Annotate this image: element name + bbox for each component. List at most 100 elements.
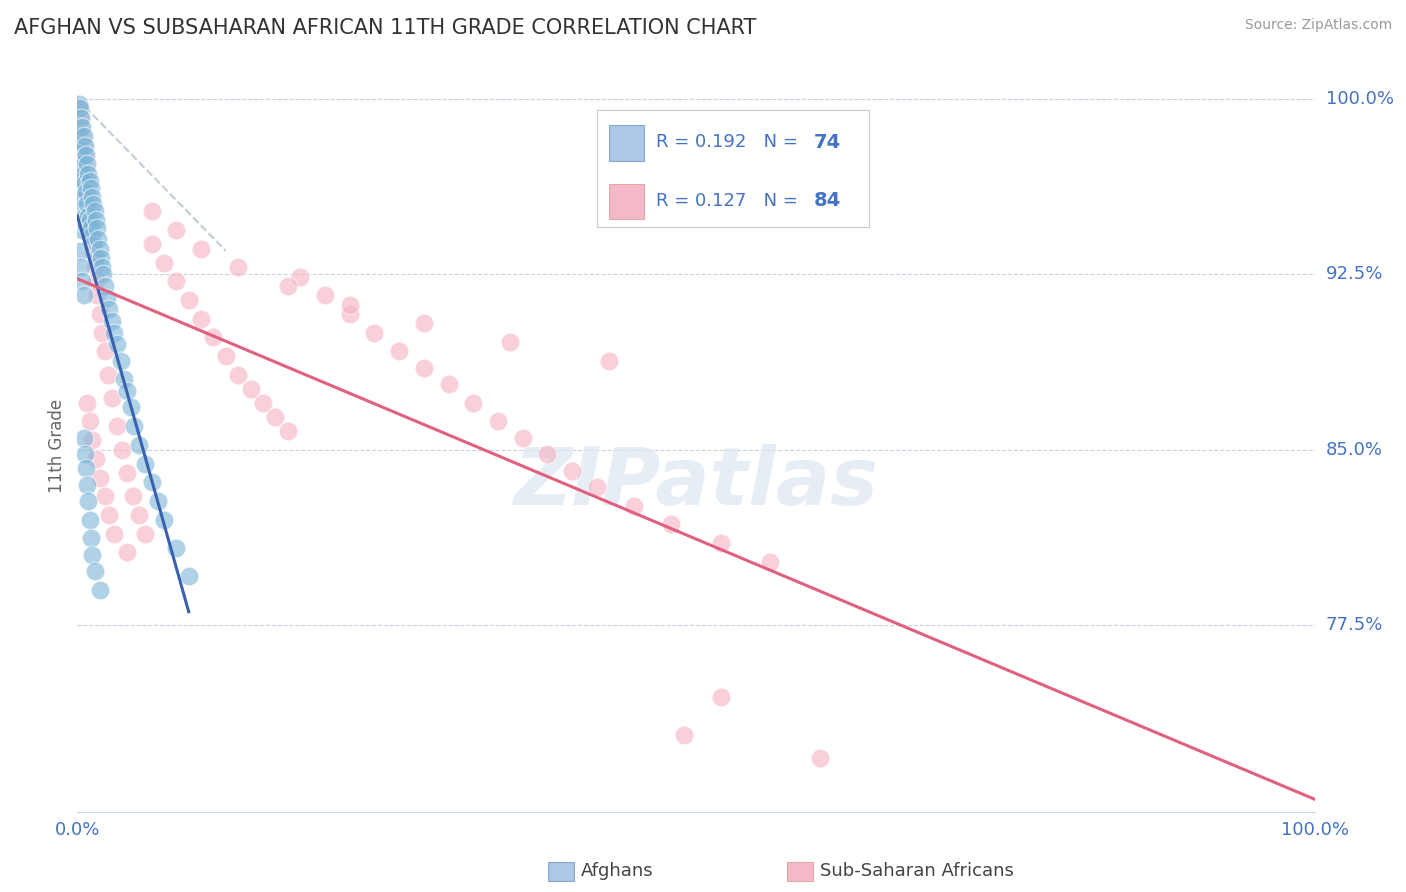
Point: [67, 127, 90, 141]
Point: [75, 199, 97, 213]
Point: [101, 391, 124, 405]
Point: [73, 138, 96, 153]
Point: [288, 269, 311, 284]
Point: [659, 517, 682, 532]
Point: [72, 190, 94, 204]
Point: [146, 494, 169, 508]
Text: Sub-Saharan Africans: Sub-Saharan Africans: [820, 863, 1014, 880]
Point: [70, 111, 93, 125]
Point: [90, 251, 112, 265]
Point: [98, 508, 121, 522]
Point: [112, 372, 135, 386]
Point: [177, 293, 200, 307]
Point: [96, 291, 118, 305]
Point: [75, 461, 97, 475]
Point: [122, 419, 145, 434]
Point: [69, 186, 91, 200]
Point: [103, 326, 125, 340]
Point: [79, 204, 101, 219]
Point: [73, 148, 96, 162]
Point: [202, 330, 225, 344]
Point: [87, 232, 110, 246]
Point: [115, 545, 138, 559]
Point: [80, 181, 103, 195]
Point: [76, 197, 98, 211]
Point: [512, 431, 534, 445]
Point: [76, 176, 98, 190]
Point: [69, 120, 91, 134]
Point: [77, 494, 100, 508]
Text: 92.5%: 92.5%: [1326, 265, 1384, 284]
Point: [75, 148, 97, 162]
Point: [226, 260, 249, 275]
Point: [128, 438, 150, 452]
Point: [70, 260, 93, 275]
Text: R = 0.192   N =: R = 0.192 N =: [657, 133, 804, 152]
Point: [86, 220, 108, 235]
Point: [70, 144, 93, 158]
Point: [134, 457, 156, 471]
Y-axis label: 11th Grade: 11th Grade: [48, 399, 66, 493]
Point: [177, 568, 200, 582]
Point: [83, 564, 105, 578]
Point: [89, 470, 111, 484]
Point: [412, 360, 434, 375]
Point: [128, 508, 150, 522]
Text: AFGHAN VS SUBSAHARAN AFRICAN 11TH GRADE CORRELATION CHART: AFGHAN VS SUBSAHARAN AFRICAN 11TH GRADE …: [14, 18, 756, 37]
Point: [239, 382, 262, 396]
Point: [215, 349, 238, 363]
Point: [72, 129, 94, 144]
Point: [710, 536, 733, 550]
Point: [101, 314, 124, 328]
Point: [79, 174, 101, 188]
Point: [89, 582, 111, 597]
Point: [277, 279, 299, 293]
Point: [82, 227, 104, 242]
Point: [463, 396, 485, 410]
Point: [75, 218, 97, 232]
Point: [75, 162, 97, 177]
Point: [277, 424, 299, 438]
Point: [69, 101, 91, 115]
Point: [536, 447, 558, 461]
Text: 74: 74: [814, 133, 841, 152]
Point: [82, 433, 104, 447]
Point: [499, 334, 522, 349]
Point: [91, 267, 114, 281]
Point: [67, 96, 90, 111]
Point: [73, 176, 96, 190]
Point: [72, 120, 94, 134]
Text: 84: 84: [814, 191, 841, 211]
Point: [72, 288, 94, 302]
Point: [67, 101, 90, 115]
Point: [84, 213, 107, 227]
Point: [79, 414, 101, 428]
Point: [314, 288, 336, 302]
Point: [339, 307, 361, 321]
Point: [153, 513, 176, 527]
Point: [80, 220, 103, 235]
Point: [388, 344, 411, 359]
Point: [86, 288, 108, 302]
Point: [72, 167, 94, 181]
Point: [252, 396, 274, 410]
Point: [72, 157, 94, 171]
Point: [111, 442, 134, 457]
Point: [165, 541, 187, 555]
Point: [69, 150, 91, 164]
FancyBboxPatch shape: [598, 110, 869, 227]
Point: [72, 167, 94, 181]
Point: [623, 499, 645, 513]
Point: [110, 353, 132, 368]
Point: [82, 548, 104, 562]
Point: [73, 209, 96, 223]
Point: [76, 477, 98, 491]
Point: [73, 186, 96, 200]
Point: [76, 213, 98, 227]
Point: [759, 555, 782, 569]
Point: [672, 728, 695, 742]
Point: [72, 138, 94, 153]
Point: [412, 316, 434, 330]
Point: [83, 260, 105, 275]
Bar: [609, 126, 644, 161]
